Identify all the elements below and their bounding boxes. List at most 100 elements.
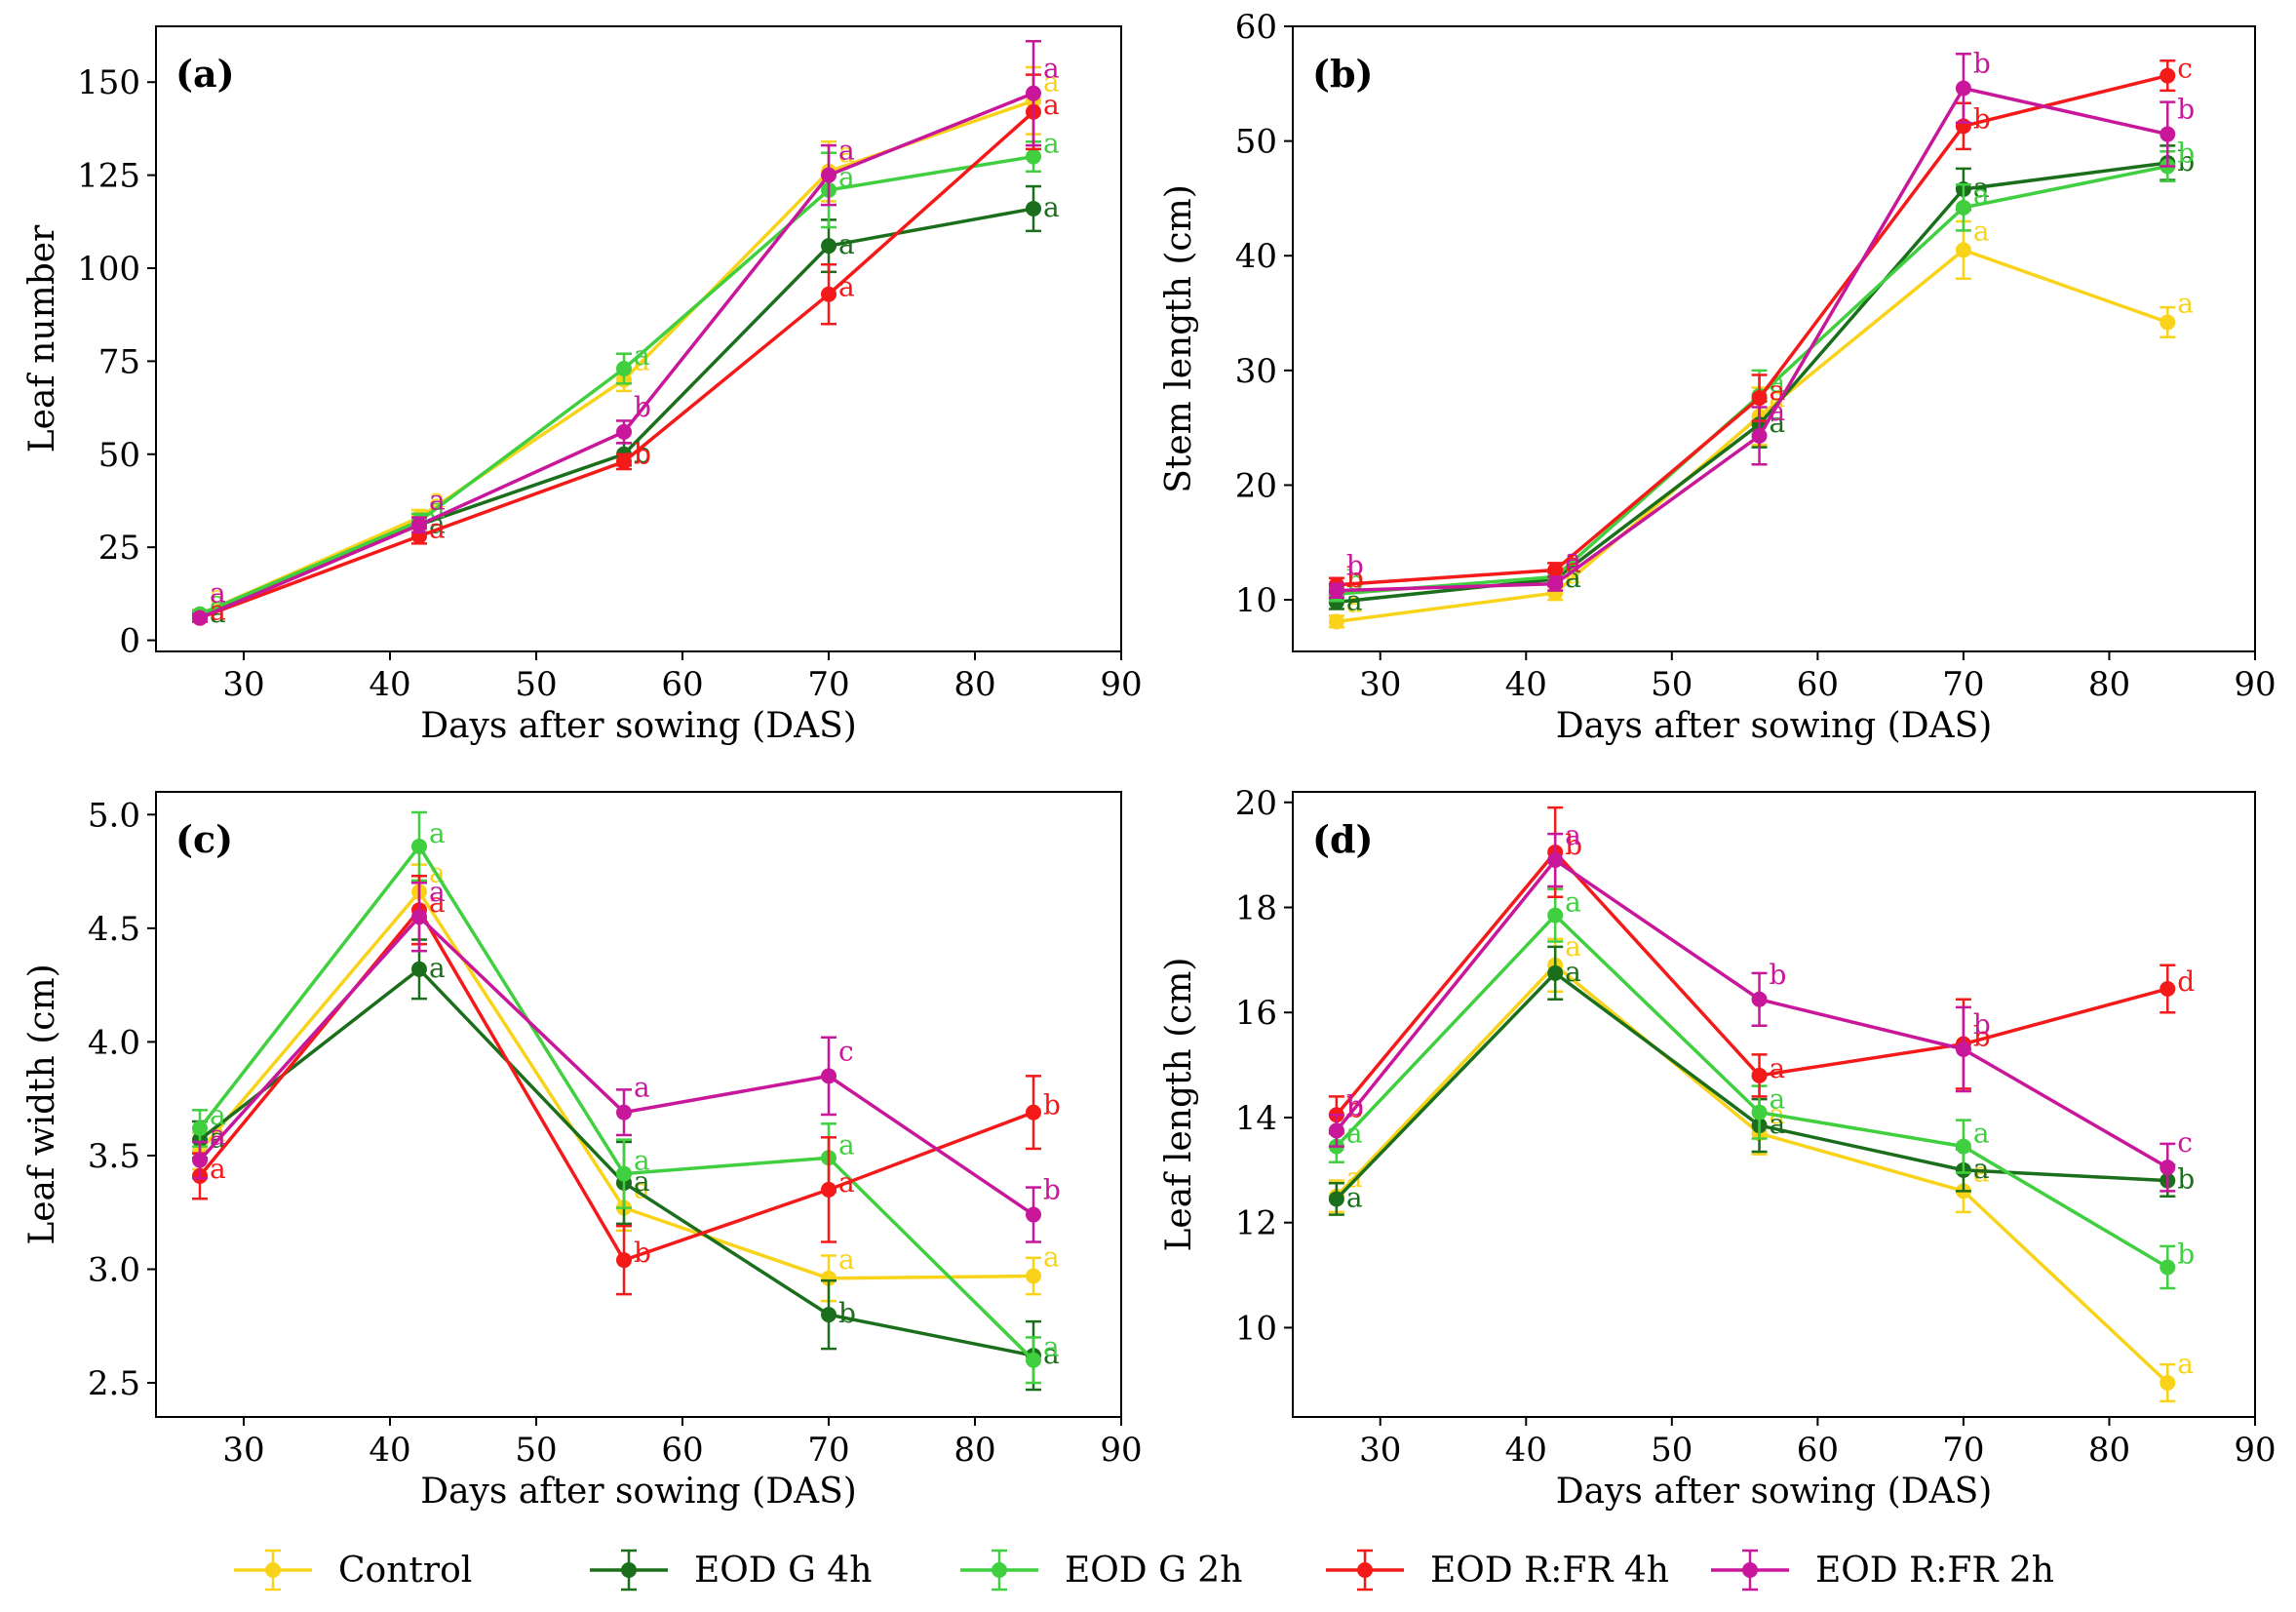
significance-letter: a — [1043, 1240, 1060, 1273]
y-tick-label: 0 — [119, 622, 140, 661]
x-tick-label: 40 — [1505, 1431, 1547, 1470]
significance-letter: a — [1770, 367, 1786, 399]
x-axis-label: Days after sowing (DAS) — [1556, 706, 1993, 746]
data-point — [1547, 964, 1564, 981]
significance-letter: a — [1043, 53, 1060, 85]
data-point — [1026, 148, 1041, 165]
significance-letter: a — [429, 817, 446, 849]
x-tick-label: 80 — [953, 1431, 995, 1470]
significance-letter: a — [838, 228, 855, 260]
data-point — [1751, 390, 1768, 407]
data-point — [1751, 427, 1768, 444]
data-point — [2160, 1160, 2176, 1176]
y-tick-label: 20 — [1235, 466, 1277, 505]
data-point — [616, 423, 632, 440]
y-tick-label: 2.5 — [88, 1364, 140, 1403]
significance-letter: a — [1565, 543, 1581, 575]
y-axis-label: Stem length (cm) — [1159, 184, 1199, 493]
y-tick-label: 60 — [1235, 8, 1277, 47]
x-tick-label: 60 — [1797, 1431, 1839, 1470]
data-point — [2160, 67, 2176, 84]
x-tick-label: 40 — [369, 1431, 410, 1470]
data-point — [411, 838, 427, 854]
data-point — [1955, 199, 1971, 216]
series-line — [198, 888, 1034, 1280]
series-line — [198, 914, 1034, 1216]
data-point — [1328, 613, 1344, 630]
significance-letter: a — [634, 1072, 650, 1104]
legend-marker — [1357, 1562, 1373, 1578]
x-tick-label: 80 — [2088, 665, 2130, 704]
x-tick-label: 70 — [1942, 665, 1984, 704]
legend-item: Control — [234, 1549, 472, 1592]
data-point — [411, 517, 427, 533]
significance-letter: a — [1346, 1118, 1363, 1150]
data-point — [1026, 85, 1041, 101]
significance-letter: a — [1565, 546, 1581, 578]
significance-letter: a — [2177, 1348, 2194, 1380]
data-point — [1955, 1041, 1971, 1057]
significance-letter: a — [1565, 886, 1581, 919]
axes-frame — [1292, 25, 2256, 652]
legend-marker — [621, 1562, 637, 1578]
significance-letter: b — [634, 391, 651, 423]
x-axis-label: Days after sowing (DAS) — [1556, 1472, 1993, 1512]
data-point — [821, 1181, 837, 1198]
y-tick-label: 20 — [1235, 784, 1277, 823]
y-axis-label: Leaf width (cm) — [22, 963, 62, 1244]
significance-letter: b — [1973, 48, 1991, 80]
significance-letter: a — [1973, 215, 1990, 247]
significance-letter: b — [634, 1237, 651, 1269]
y-tick-label: 4.0 — [88, 1023, 140, 1062]
panel-label: (a) — [175, 52, 235, 96]
data-point — [616, 1165, 632, 1182]
significance-letter: a — [838, 1128, 855, 1160]
significance-letter: a — [1043, 89, 1060, 121]
significance-letter: a — [1565, 819, 1581, 851]
y-tick-label: 3.0 — [88, 1250, 140, 1289]
significance-letter: b — [1565, 829, 1582, 861]
y-tick-label: 16 — [1235, 994, 1277, 1033]
significance-letter: a — [1770, 1052, 1786, 1084]
data-point — [821, 286, 837, 302]
x-tick-label: 70 — [807, 665, 849, 704]
significance-letter: a — [1973, 1118, 1990, 1150]
significance-letter: a — [429, 952, 446, 984]
significance-letter: b — [1973, 1008, 1991, 1041]
data-point — [192, 609, 208, 626]
y-tick-label: 12 — [1235, 1204, 1277, 1243]
panel-c: 30 40 50 60 70 80 90 2.5 3.0 3.5 4.0 4.5 5.0 Days aft… — [22, 791, 1143, 1512]
x-tick-label: 50 — [1651, 665, 1693, 704]
x-tick-label: 80 — [953, 665, 995, 704]
x-axis-label: Days after sowing (DAS) — [420, 706, 857, 746]
x-tick-label: 90 — [2234, 665, 2276, 704]
legend-item: EOD R:FR 4h — [1326, 1549, 1669, 1592]
axes-frame — [1292, 791, 2256, 1418]
significance-letter: b — [1770, 959, 1787, 991]
legend-label: Control — [338, 1551, 472, 1591]
data-point — [1547, 575, 1564, 592]
data-point — [1955, 1138, 1971, 1155]
significance-letter: a — [838, 137, 855, 169]
significance-letter: b — [2177, 94, 2195, 126]
y-tick-label: 50 — [98, 436, 140, 475]
significance-letter: a — [634, 339, 650, 372]
x-tick-label: 70 — [1942, 1431, 1984, 1470]
significance-letter: b — [1346, 1089, 1364, 1121]
data-point — [821, 238, 837, 255]
x-tick-label: 90 — [1100, 665, 1142, 704]
x-axis-label: Days after sowing (DAS) — [420, 1472, 857, 1512]
data-point — [1026, 1268, 1041, 1284]
series-line — [1335, 913, 2169, 1269]
legend-label: EOD G 4h — [694, 1551, 872, 1591]
series-line — [199, 207, 1034, 616]
x-tick-label: 50 — [515, 1431, 557, 1470]
data-point — [1328, 1191, 1344, 1207]
x-tick-label: 80 — [2088, 1431, 2130, 1470]
x-tick-label: 40 — [369, 665, 410, 704]
